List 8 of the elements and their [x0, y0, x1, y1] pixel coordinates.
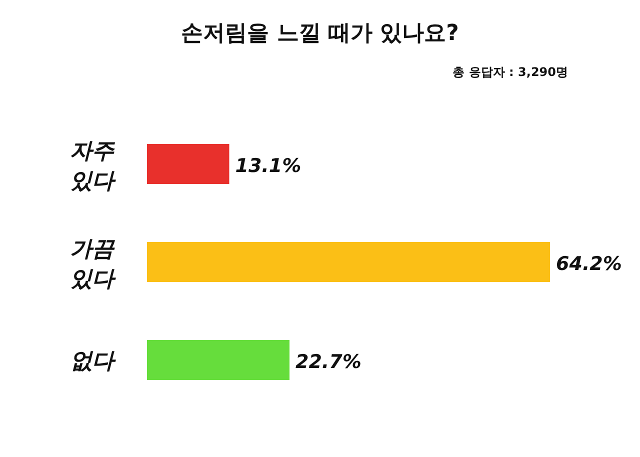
- y-tick-label: 자주 있다: [70, 139, 116, 194]
- y-tick-label: 가끔 있다: [70, 237, 116, 292]
- y-tick-label: 없다: [70, 349, 116, 374]
- text: 총 응답자 : 3,290명: [452, 65, 568, 79]
- data-label: 22.7%: [295, 351, 362, 373]
- chart-title: 손저림을 느낄 때가 있나요?: [181, 21, 459, 46]
- data-label: 13.1%: [235, 155, 302, 177]
- data-label: 64.2%: [556, 253, 622, 275]
